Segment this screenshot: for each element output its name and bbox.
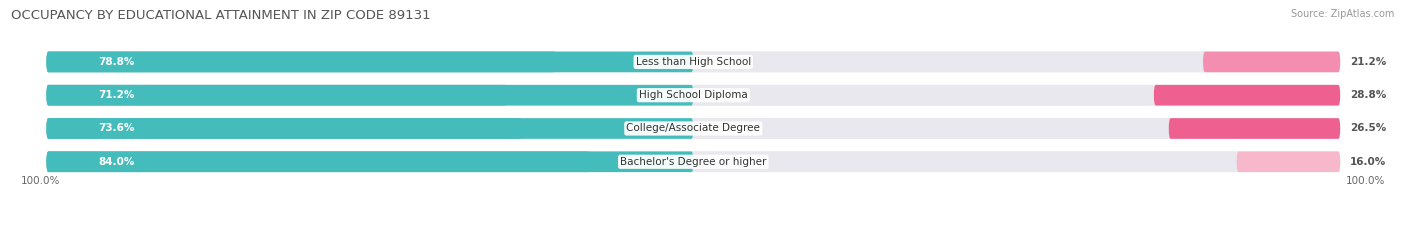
FancyBboxPatch shape: [46, 85, 1340, 106]
Text: 21.2%: 21.2%: [1350, 57, 1386, 67]
Text: Source: ZipAtlas.com: Source: ZipAtlas.com: [1291, 9, 1395, 19]
Text: 100.0%: 100.0%: [1346, 176, 1385, 186]
Text: High School Diploma: High School Diploma: [638, 90, 748, 100]
Text: 26.5%: 26.5%: [1350, 123, 1386, 134]
FancyBboxPatch shape: [46, 118, 1340, 139]
FancyBboxPatch shape: [46, 118, 1340, 139]
FancyBboxPatch shape: [1168, 118, 1340, 139]
Text: 16.0%: 16.0%: [1350, 157, 1386, 167]
Text: Less than High School: Less than High School: [636, 57, 751, 67]
Text: 78.8%: 78.8%: [98, 57, 135, 67]
FancyBboxPatch shape: [1204, 51, 1340, 72]
FancyBboxPatch shape: [46, 151, 1340, 172]
FancyBboxPatch shape: [46, 85, 1340, 106]
FancyBboxPatch shape: [1154, 85, 1340, 106]
FancyBboxPatch shape: [46, 151, 1340, 172]
Text: 100.0%: 100.0%: [21, 176, 60, 186]
Text: 28.8%: 28.8%: [1350, 90, 1386, 100]
FancyBboxPatch shape: [46, 151, 589, 172]
Text: 73.6%: 73.6%: [98, 123, 135, 134]
FancyBboxPatch shape: [46, 51, 557, 72]
FancyBboxPatch shape: [46, 51, 1340, 72]
FancyBboxPatch shape: [46, 85, 508, 106]
Text: Bachelor's Degree or higher: Bachelor's Degree or higher: [620, 157, 766, 167]
Text: OCCUPANCY BY EDUCATIONAL ATTAINMENT IN ZIP CODE 89131: OCCUPANCY BY EDUCATIONAL ATTAINMENT IN Z…: [11, 9, 430, 22]
FancyBboxPatch shape: [46, 151, 693, 172]
FancyBboxPatch shape: [46, 51, 1340, 72]
FancyBboxPatch shape: [46, 118, 693, 139]
FancyBboxPatch shape: [46, 85, 693, 106]
Text: College/Associate Degree: College/Associate Degree: [626, 123, 761, 134]
Text: 71.2%: 71.2%: [98, 90, 135, 100]
FancyBboxPatch shape: [46, 118, 523, 139]
Text: 84.0%: 84.0%: [98, 157, 135, 167]
FancyBboxPatch shape: [1237, 151, 1340, 172]
FancyBboxPatch shape: [46, 51, 693, 72]
